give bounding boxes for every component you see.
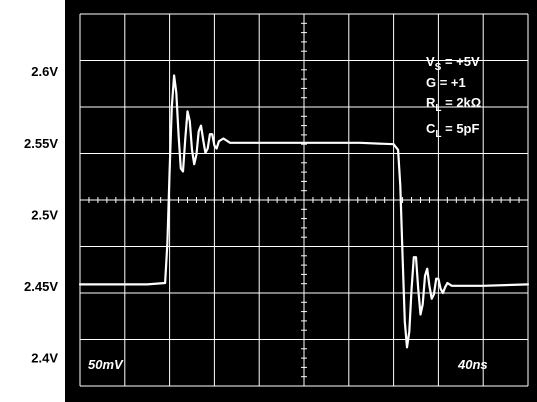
y-tick-label: 2.45V: [24, 279, 58, 294]
y-tick-label: 2.6V: [31, 64, 58, 79]
condition-load-resistance: RL = 2kΩ: [426, 95, 481, 114]
y-tick-label: 2.55V: [24, 136, 58, 151]
vertical-scale-label: 50mV: [88, 357, 124, 372]
y-tick-label: 2.4V: [31, 350, 58, 365]
y-tick-label: 2.5V: [31, 207, 58, 222]
graticule-grid: [79, 13, 529, 387]
screen-background: [65, 0, 537, 402]
waveform-trace: [78, 74, 530, 349]
condition-supply-voltage: VS = +5V: [426, 54, 480, 73]
condition-gain: G = +1: [426, 75, 466, 90]
conditions-box: VS = +5V G = +1 RL = 2kΩ CL = 5pF: [426, 54, 481, 140]
horizontal-scale-label: 40ns: [457, 357, 488, 372]
condition-load-capacitance: CL = 5pF: [426, 121, 479, 140]
y-tick-labels: 2.6V 2.55V 2.5V 2.45V 2.4V: [24, 64, 58, 365]
